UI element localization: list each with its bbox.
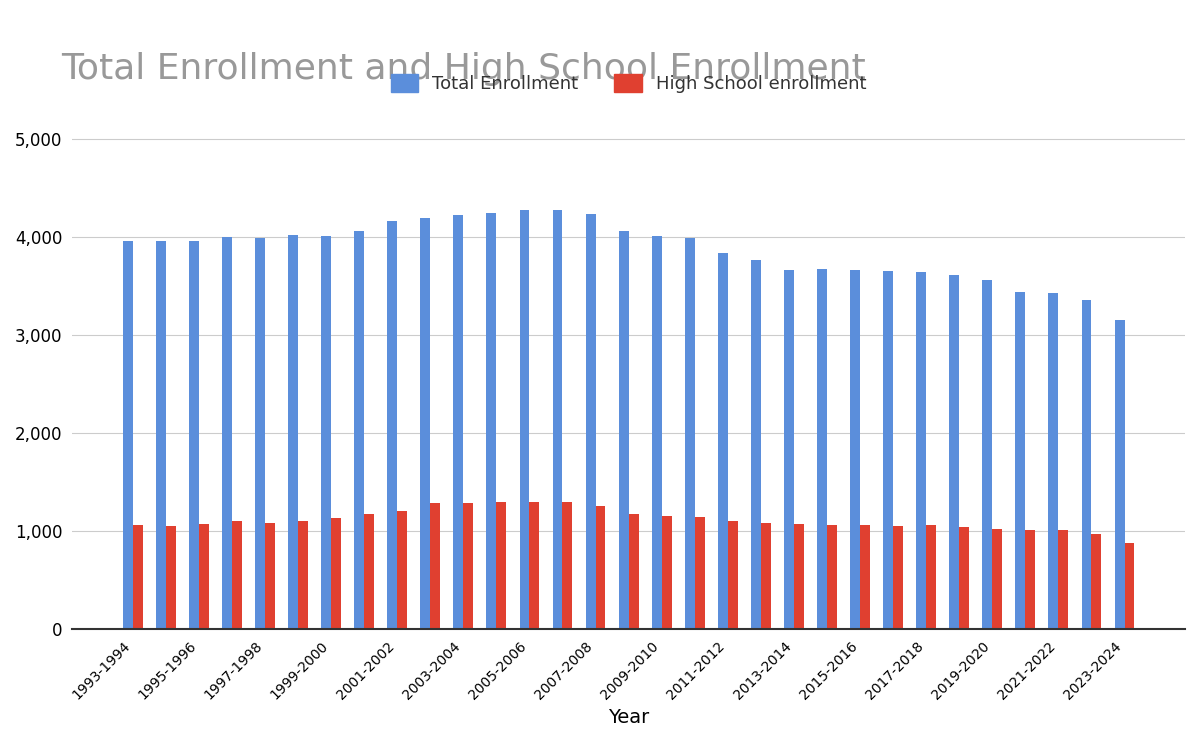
X-axis label: Year: Year xyxy=(608,708,649,727)
Bar xyxy=(883,272,893,629)
Bar xyxy=(156,241,166,629)
Bar xyxy=(199,525,209,629)
Bar xyxy=(595,506,606,629)
Bar xyxy=(619,232,629,629)
Bar xyxy=(685,238,695,629)
Bar xyxy=(1025,531,1036,629)
Bar xyxy=(520,210,529,629)
Bar xyxy=(256,238,265,629)
Bar xyxy=(166,526,175,629)
Bar xyxy=(1058,531,1068,629)
Bar xyxy=(497,502,506,629)
Bar xyxy=(397,510,407,629)
Bar xyxy=(727,522,738,629)
Bar xyxy=(1124,543,1134,629)
Bar xyxy=(718,253,727,629)
Bar xyxy=(232,522,242,629)
Bar xyxy=(661,516,672,629)
Bar xyxy=(454,214,463,629)
Bar xyxy=(586,214,595,629)
Bar xyxy=(893,526,904,629)
Bar xyxy=(652,236,661,629)
Bar xyxy=(917,272,926,629)
Bar xyxy=(298,522,308,629)
Bar xyxy=(1081,300,1092,629)
Bar xyxy=(420,217,431,629)
Bar xyxy=(388,220,397,629)
Bar xyxy=(529,502,539,629)
Bar xyxy=(784,271,794,629)
Bar xyxy=(794,525,804,629)
Bar xyxy=(288,235,298,629)
Bar xyxy=(761,523,770,629)
Bar xyxy=(122,241,133,629)
Bar xyxy=(354,232,364,629)
Bar xyxy=(695,516,704,629)
Bar xyxy=(552,210,563,629)
Bar xyxy=(322,236,331,629)
Bar xyxy=(563,502,572,629)
Bar xyxy=(331,519,341,629)
Bar xyxy=(463,503,473,629)
Bar xyxy=(1015,292,1025,629)
Bar xyxy=(1049,293,1058,629)
Bar xyxy=(751,260,761,629)
Bar xyxy=(629,513,638,629)
Bar xyxy=(959,528,970,629)
Legend: Total Enrollment, High School enrollment: Total Enrollment, High School enrollment xyxy=(384,67,874,100)
Bar xyxy=(926,525,936,629)
Bar xyxy=(850,269,860,629)
Bar xyxy=(827,525,836,629)
Bar xyxy=(133,525,143,629)
Text: Total Enrollment and High School Enrollment: Total Enrollment and High School Enrollm… xyxy=(61,52,866,86)
Bar xyxy=(188,241,199,629)
Bar xyxy=(983,280,992,629)
Bar xyxy=(1092,534,1102,629)
Bar xyxy=(431,503,440,629)
Bar xyxy=(222,237,232,629)
Bar xyxy=(860,525,870,629)
Bar xyxy=(949,275,959,629)
Bar xyxy=(817,269,827,629)
Bar xyxy=(486,213,497,629)
Bar xyxy=(265,523,275,629)
Bar xyxy=(1115,321,1124,629)
Bar xyxy=(364,513,374,629)
Bar xyxy=(992,529,1002,629)
